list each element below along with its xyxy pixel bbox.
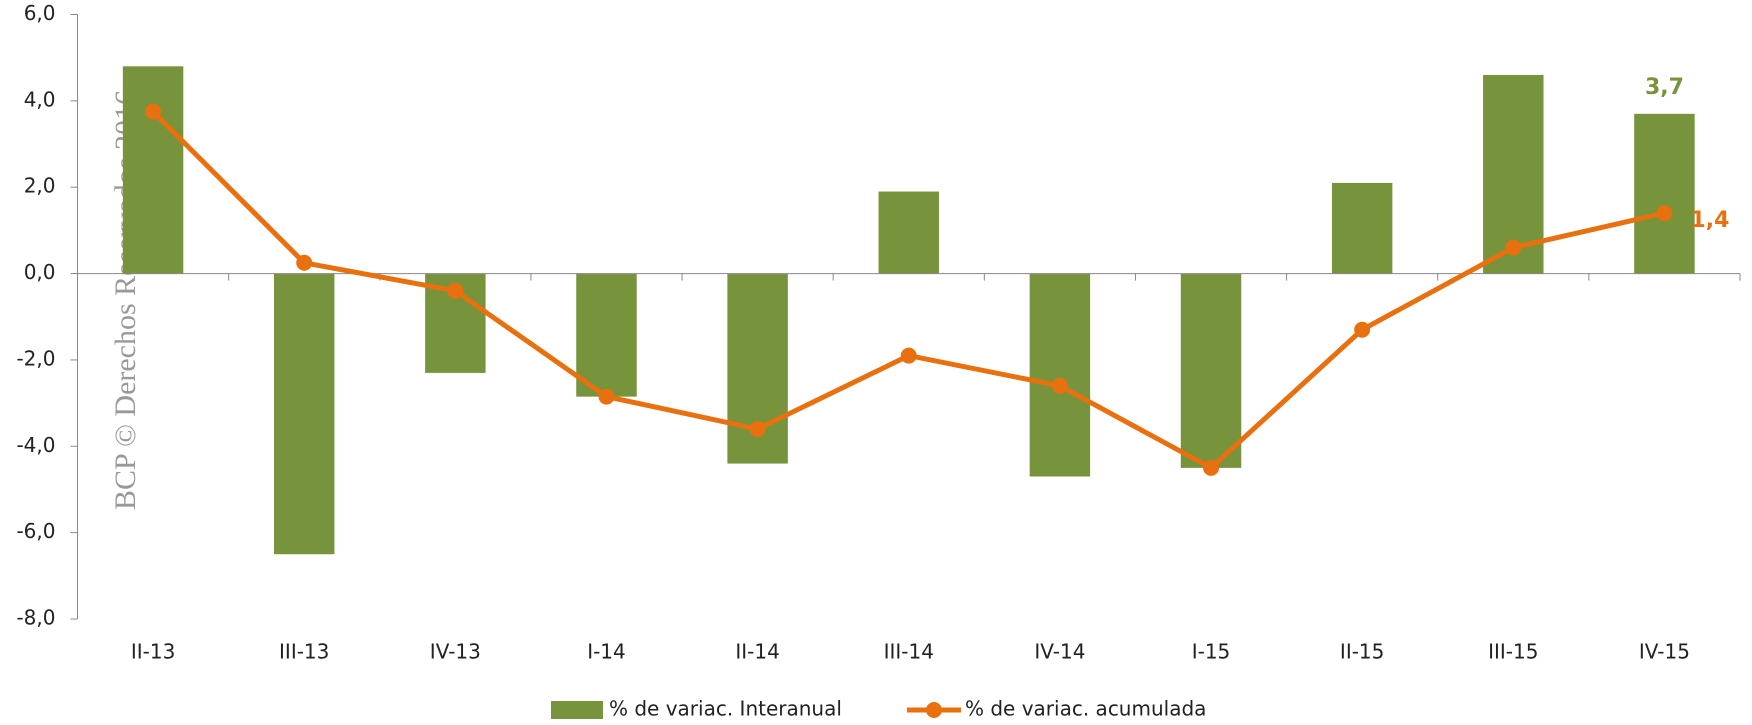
x-tick-label: II-15: [1340, 640, 1384, 664]
bar: [878, 191, 939, 274]
marker: [749, 421, 766, 438]
data-label: 3,7: [1645, 75, 1684, 100]
x-tick-label: III-13: [279, 640, 329, 664]
y-tick-label: -6,0: [16, 519, 55, 543]
marker: [1203, 459, 1220, 476]
y-tick-label: 4,0: [24, 87, 56, 111]
x-tick-label: IV-14: [1034, 640, 1085, 664]
bar: [1180, 273, 1242, 468]
legend-label: % de variac. Interanual: [609, 697, 842, 721]
bar: [576, 273, 637, 397]
marker: [900, 347, 917, 364]
marker: [145, 103, 162, 120]
marker: [1051, 377, 1068, 394]
x-tick-label: IV-15: [1639, 640, 1690, 664]
legend-swatch: [926, 702, 942, 718]
bar: [273, 273, 335, 555]
y-tick-label: -2,0: [16, 346, 55, 370]
legend-swatch: [551, 701, 603, 719]
x-tick-label: I-15: [1192, 640, 1231, 664]
y-tick-label: 6,0: [24, 1, 56, 25]
x-tick-label: III-15: [1488, 640, 1538, 664]
x-tick-label: III-14: [884, 640, 934, 664]
x-tick-label: II-14: [735, 640, 779, 664]
line: [151, 109, 1665, 471]
x-tick-label: I-14: [587, 640, 626, 664]
bar: [1029, 273, 1091, 477]
legend-label: % de variac. acumulada: [965, 697, 1206, 721]
marker: [1354, 321, 1371, 338]
marker: [296, 254, 313, 271]
marker: [1656, 205, 1673, 222]
bar: [122, 66, 184, 274]
y-tick-label: -4,0: [16, 433, 55, 457]
data-label: 1,4: [1690, 208, 1729, 233]
bar: [1634, 113, 1695, 274]
marker: [447, 282, 464, 299]
y-tick-label: -8,0: [16, 606, 55, 630]
marker: [598, 388, 615, 405]
bar: [1331, 182, 1393, 274]
x-tick-label: IV-13: [430, 640, 481, 664]
y-tick-label: 0,0: [24, 260, 56, 284]
marker: [1505, 239, 1522, 256]
x-tick-label: II-13: [131, 640, 175, 664]
y-tick-label: 2,0: [24, 174, 56, 198]
